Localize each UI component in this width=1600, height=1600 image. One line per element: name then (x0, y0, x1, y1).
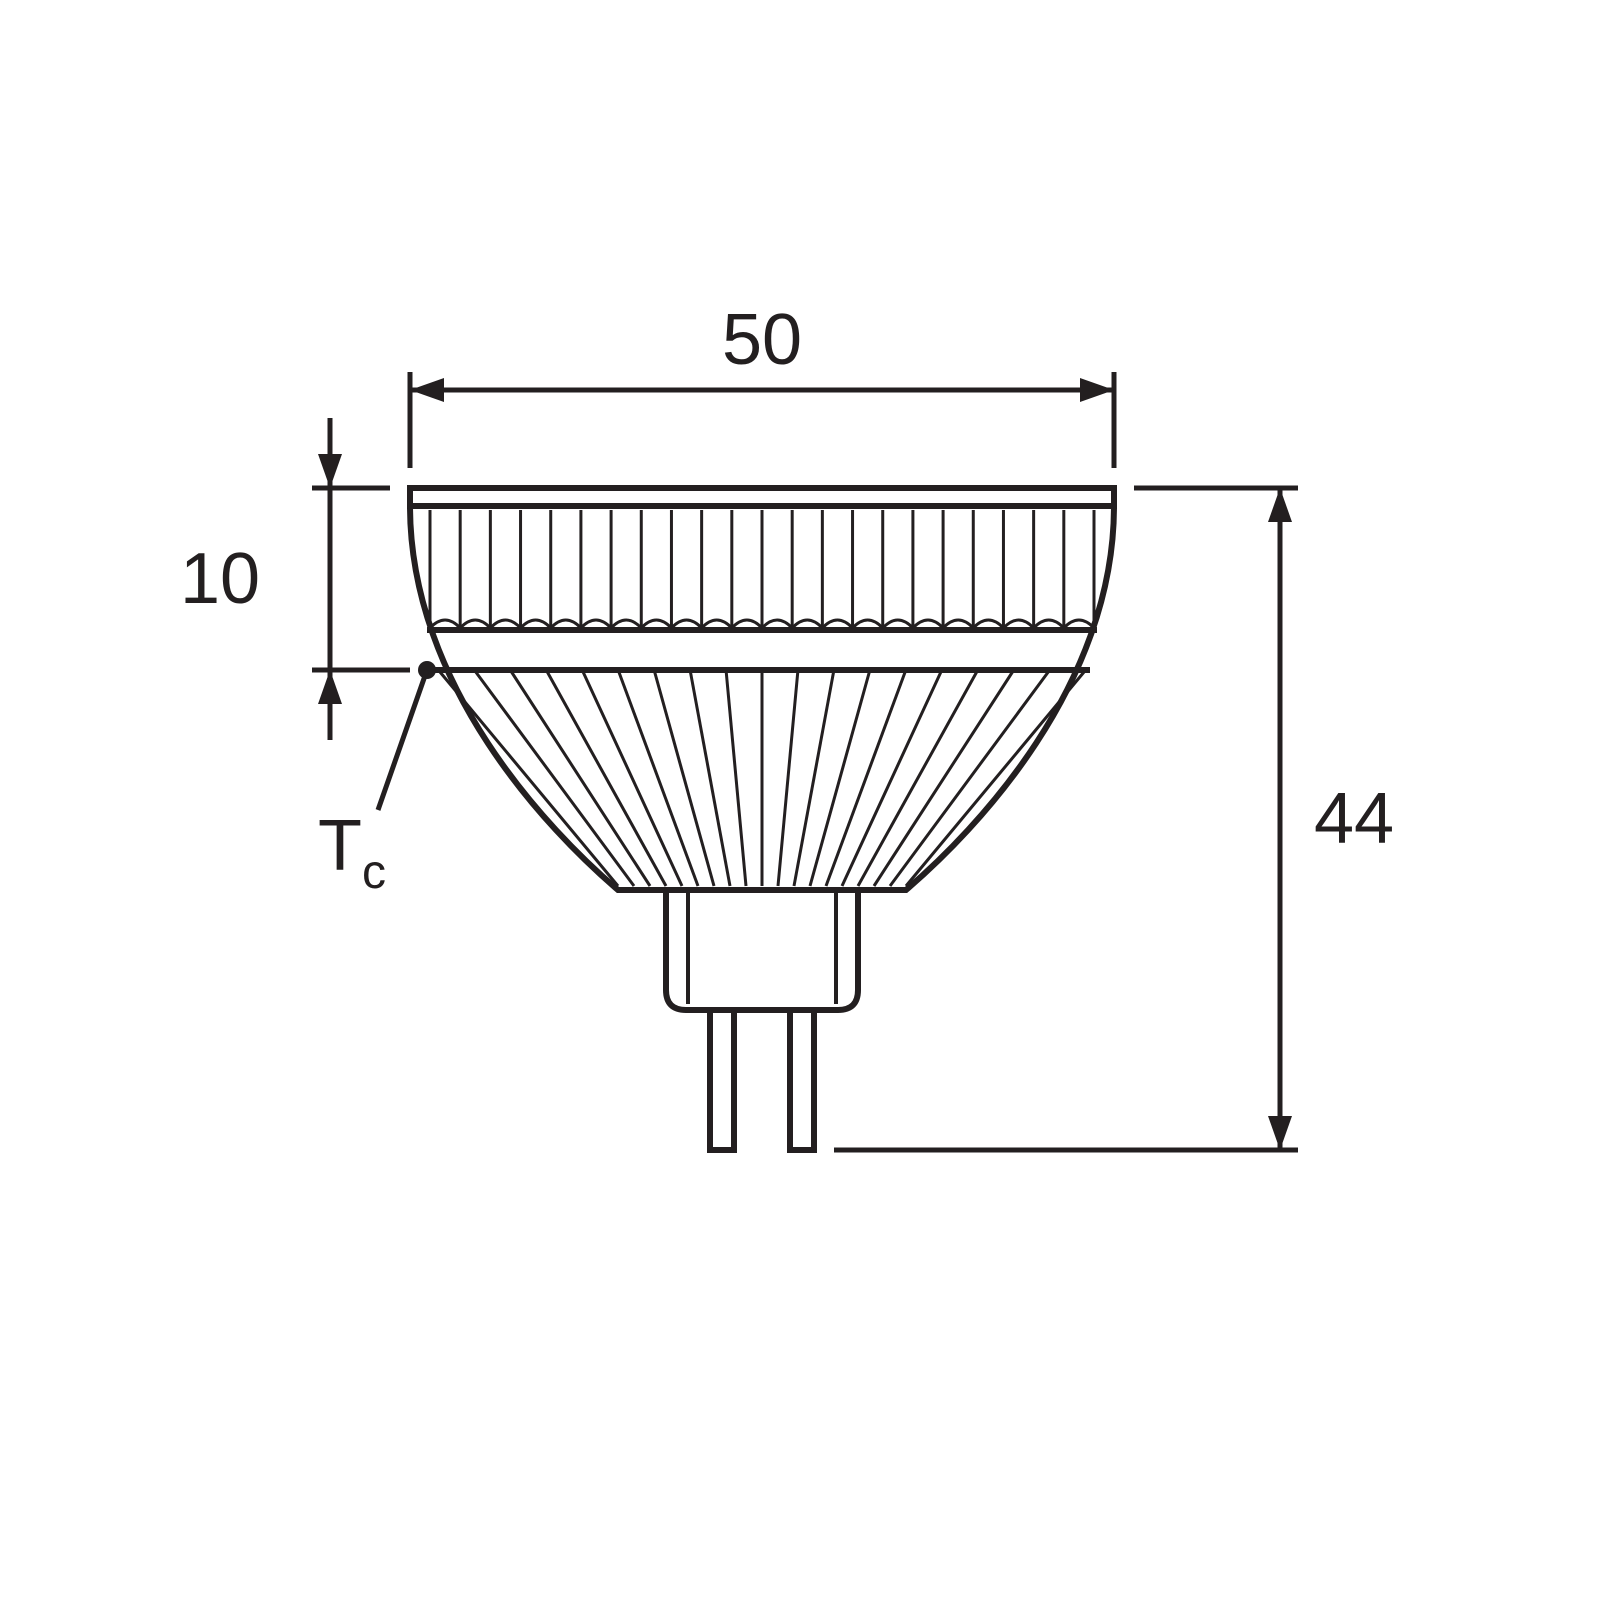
dim-height-label: 44 (1314, 779, 1394, 859)
pin-left (710, 1010, 734, 1150)
dim-offset-arrow-bottom (318, 670, 342, 704)
dim-width-arrow-right (1080, 378, 1114, 402)
dim-width-label: 50 (722, 300, 802, 380)
dim-offset-arrow-top (318, 454, 342, 488)
upper-fluting (430, 510, 1094, 628)
lamp-dimension-drawing: 50 44 10 Tc (0, 0, 1600, 1600)
pin-right (790, 1010, 814, 1150)
socket-body (666, 890, 858, 1010)
tc-label: Tc (318, 806, 386, 899)
dim-offset-label: 10 (180, 539, 260, 619)
dim-width-arrow-left (410, 378, 444, 402)
tc-leader-line (378, 670, 427, 810)
dim-height-arrow-top (1268, 488, 1292, 522)
dim-height-arrow-bottom (1268, 1116, 1292, 1150)
lower-fluting (440, 672, 1084, 886)
